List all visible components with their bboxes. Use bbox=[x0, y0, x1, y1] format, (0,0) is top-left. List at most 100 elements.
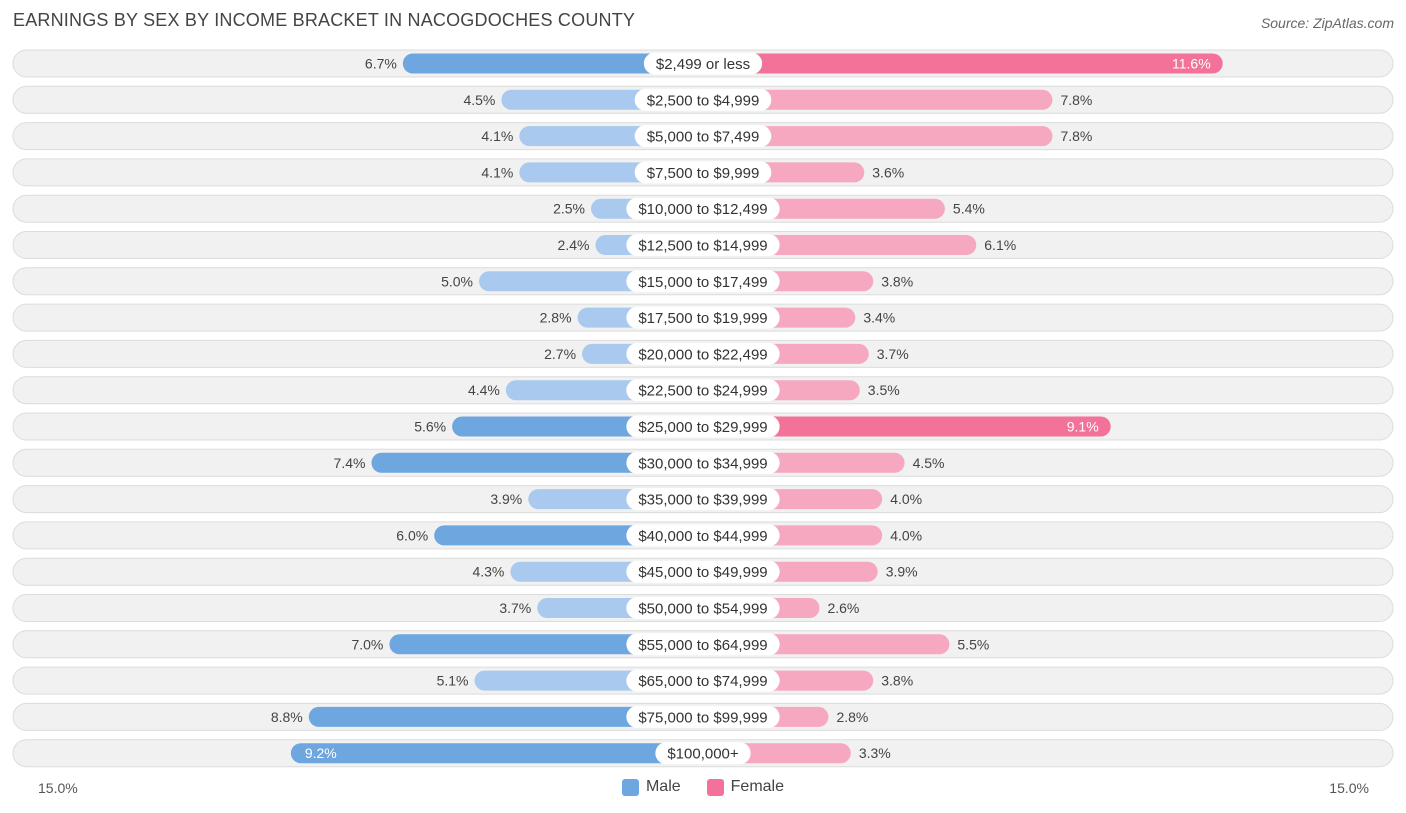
category-label: $100,000+ bbox=[667, 746, 739, 763]
bar-row: 4.1% 3.6% $7,500 to $9,999 bbox=[12, 158, 1394, 187]
male-value-label: 4.1% bbox=[481, 128, 513, 144]
category-label: $17,500 to $19,999 bbox=[638, 310, 767, 327]
male-value-label: 5.1% bbox=[437, 673, 469, 689]
category-label: $55,000 to $64,999 bbox=[638, 637, 767, 654]
bar-row: 2.7% 3.7% $20,000 to $22,499 bbox=[12, 339, 1394, 368]
male-value-label: 4.1% bbox=[481, 164, 513, 180]
male-value-label: 6.7% bbox=[365, 56, 397, 72]
category-label: $75,000 to $99,999 bbox=[638, 709, 767, 726]
male-value-label: 7.4% bbox=[334, 455, 366, 471]
category-label: $50,000 to $54,999 bbox=[638, 601, 767, 618]
category-pill bbox=[626, 342, 780, 365]
category-pill bbox=[643, 52, 763, 75]
category-label: $10,000 to $12,499 bbox=[638, 201, 767, 218]
bar-row: 2.8% 3.4% $17,500 to $19,999 bbox=[12, 303, 1394, 332]
male-value-label: 6.0% bbox=[396, 527, 428, 543]
male-value-label: 9.2% bbox=[305, 745, 337, 761]
category-label: $15,000 to $17,499 bbox=[638, 274, 767, 291]
category-pill bbox=[626, 451, 780, 474]
female-bar bbox=[703, 126, 1053, 147]
chart-title: EARNINGS BY SEX BY INCOME BRACKET IN NAC… bbox=[13, 10, 636, 30]
category-label: $12,500 to $14,999 bbox=[638, 238, 767, 255]
category-label: $65,000 to $74,999 bbox=[638, 673, 767, 690]
female-value-label: 5.5% bbox=[957, 636, 989, 652]
female-value-label: 2.8% bbox=[836, 709, 868, 725]
category-pill bbox=[626, 197, 780, 220]
category-pill bbox=[626, 560, 780, 583]
legend-label-male: Male bbox=[645, 778, 681, 795]
male-bar bbox=[402, 53, 703, 74]
source-credit: Source: ZipAtlas.com bbox=[1260, 15, 1394, 31]
bar-row: 5.1% 3.8% $65,000 to $74,999 bbox=[12, 666, 1394, 695]
bar-row: 8.8% 2.8% $75,000 to $99,999 bbox=[12, 702, 1394, 731]
bar-row: 4.4% 3.5% $22,500 to $24,999 bbox=[12, 376, 1394, 405]
female-bar bbox=[703, 89, 1053, 110]
female-value-label: 4.5% bbox=[913, 455, 945, 471]
male-bar bbox=[371, 452, 703, 473]
category-pill bbox=[626, 597, 780, 619]
legend-item-female[interactable]: Female bbox=[706, 778, 785, 796]
female-value-label: 3.8% bbox=[881, 673, 913, 689]
bar-row: 7.4% 4.5% $30,000 to $34,999 bbox=[12, 448, 1394, 477]
bar-row: 2.4% 6.1% $12,500 to $14,999 bbox=[12, 231, 1394, 259]
bar-row: 5.0% 3.8% $15,000 to $17,499 bbox=[12, 267, 1394, 296]
male-value-label: 4.3% bbox=[472, 564, 504, 580]
bar-row: 4.3% 3.9% $45,000 to $49,999 bbox=[12, 557, 1394, 586]
bar-row: 5.6% 9.1% $25,000 to $29,999 bbox=[12, 412, 1394, 441]
male-value-label: 7.0% bbox=[351, 636, 383, 652]
axis-right-label: 15.0% bbox=[1329, 780, 1369, 796]
bar-row: 6.7% 11.6% $2,499 or less bbox=[12, 49, 1394, 78]
category-label: $40,000 to $44,999 bbox=[638, 528, 767, 545]
category-pill bbox=[626, 234, 780, 256]
male-value-label: 4.4% bbox=[468, 382, 500, 398]
category-pill bbox=[634, 125, 772, 148]
male-value-label: 5.6% bbox=[414, 419, 446, 435]
category-label: $22,500 to $24,999 bbox=[638, 383, 767, 400]
bar-row: 9.2% 3.3% $100,000+ bbox=[12, 739, 1394, 768]
category-pill bbox=[626, 415, 780, 438]
male-bar bbox=[308, 706, 703, 727]
legend-label-female: Female bbox=[730, 778, 785, 795]
female-value-label: 6.1% bbox=[984, 237, 1016, 253]
category-label: $7,500 to $9,999 bbox=[647, 165, 760, 182]
female-value-label: 9.1% bbox=[1067, 419, 1099, 435]
male-value-label: 5.0% bbox=[441, 273, 473, 289]
bar-row: 7.0% 5.5% $55,000 to $64,999 bbox=[12, 630, 1394, 659]
female-value-label: 3.4% bbox=[863, 310, 895, 326]
male-bar bbox=[290, 743, 703, 764]
female-value-label: 11.6% bbox=[1172, 56, 1211, 72]
male-value-label: 3.9% bbox=[490, 491, 522, 507]
category-label: $20,000 to $22,499 bbox=[638, 346, 767, 363]
male-value-label: 4.5% bbox=[463, 92, 495, 108]
bar-row: 3.9% 4.0% $35,000 to $39,999 bbox=[12, 485, 1394, 514]
category-label: $25,000 to $29,999 bbox=[638, 419, 767, 436]
category-pill bbox=[634, 88, 772, 111]
male-bar bbox=[389, 634, 703, 655]
category-pill bbox=[634, 161, 772, 184]
legend: Male Female bbox=[0, 778, 1406, 796]
category-pill bbox=[626, 705, 780, 728]
bar-row: 3.7% 2.6% $50,000 to $54,999 bbox=[12, 594, 1394, 622]
bar-row: 2.5% 5.4% $10,000 to $12,499 bbox=[12, 194, 1394, 223]
category-label: $2,500 to $4,999 bbox=[647, 92, 760, 109]
category-pill bbox=[626, 270, 780, 293]
female-value-label: 7.8% bbox=[1060, 92, 1092, 108]
female-value-label: 4.0% bbox=[890, 491, 922, 507]
axis-left-label: 15.0% bbox=[38, 780, 78, 796]
female-value-label: 3.5% bbox=[868, 382, 900, 398]
male-value-label: 2.4% bbox=[558, 237, 590, 253]
female-bar bbox=[703, 53, 1223, 74]
legend-swatch-male bbox=[621, 778, 639, 796]
male-value-label: 2.5% bbox=[553, 201, 585, 217]
category-pill bbox=[655, 742, 751, 765]
male-value-label: 2.7% bbox=[544, 346, 576, 362]
female-value-label: 7.8% bbox=[1060, 128, 1092, 144]
legend-item-male[interactable]: Male bbox=[621, 778, 681, 796]
category-label: $35,000 to $39,999 bbox=[638, 492, 767, 509]
female-value-label: 2.6% bbox=[827, 600, 859, 616]
category-pill bbox=[626, 488, 780, 511]
legend-swatch-female bbox=[706, 778, 724, 796]
category-pill bbox=[626, 633, 780, 656]
female-value-label: 3.3% bbox=[859, 745, 891, 761]
